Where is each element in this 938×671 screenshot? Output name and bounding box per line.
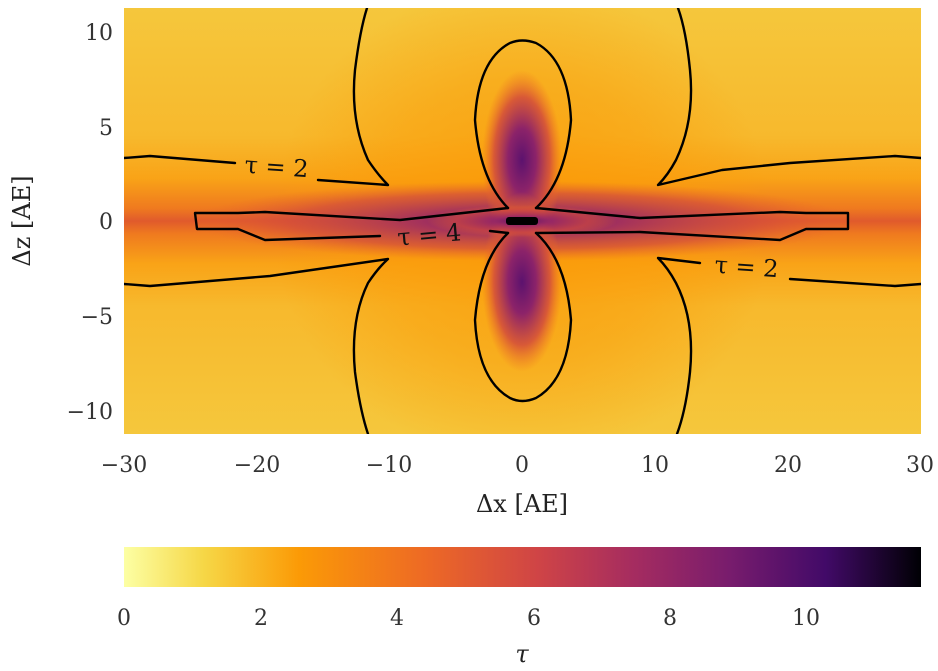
colorbar-tick-label: 6 bbox=[527, 606, 541, 631]
contour-inner-right bbox=[534, 206, 850, 242]
contour-label: τ = 4 bbox=[396, 218, 462, 251]
x-tick-label: 0 bbox=[515, 453, 529, 478]
x-axis: −30 −20 −10 0 10 20 30 Δx [AE] bbox=[101, 453, 934, 518]
x-tick-label: 20 bbox=[774, 453, 802, 478]
colorbar-tick-label: 10 bbox=[792, 606, 820, 631]
contour-inner-left bbox=[193, 206, 510, 242]
x-tick-label: −10 bbox=[366, 453, 412, 478]
colorbar-label: τ bbox=[515, 640, 529, 668]
colorbar-tick-label: 8 bbox=[663, 606, 677, 631]
x-tick-label: 10 bbox=[641, 453, 669, 478]
contour-outer-upper-left bbox=[124, 8, 390, 187]
contour-label: τ = 2 bbox=[714, 251, 780, 283]
contour-outer-lower-right bbox=[656, 256, 921, 434]
colorbar: 0 2 4 6 8 10 τ bbox=[117, 547, 921, 668]
y-tick-label: −5 bbox=[81, 305, 113, 330]
colorbar-tick-label: 2 bbox=[254, 606, 268, 631]
contour-label: τ = 2 bbox=[244, 151, 310, 183]
source-region bbox=[506, 217, 538, 225]
y-axis-label: Δz [AE] bbox=[8, 175, 36, 266]
contour-outer-lower-left bbox=[124, 257, 390, 434]
x-tick-label: −30 bbox=[101, 453, 147, 478]
y-tick-label: −10 bbox=[67, 400, 113, 425]
contour-inner-lobes bbox=[473, 39, 573, 403]
colorbar-gradient bbox=[124, 547, 921, 587]
y-tick-label: 10 bbox=[85, 21, 113, 46]
x-tick-label: 30 bbox=[906, 453, 934, 478]
colorbar-tick-label: 4 bbox=[390, 606, 404, 631]
y-axis: 10 5 0 −5 −10 Δz [AE] bbox=[8, 21, 113, 425]
x-axis-label: Δx [AE] bbox=[476, 490, 568, 518]
x-tick-label: −20 bbox=[234, 453, 280, 478]
y-tick-label: 0 bbox=[99, 210, 113, 235]
y-tick-label: 5 bbox=[99, 116, 113, 141]
contour-lines bbox=[124, 8, 921, 434]
contour-outer-upper-right bbox=[656, 8, 921, 187]
colorbar-tick-label: 0 bbox=[117, 606, 131, 631]
